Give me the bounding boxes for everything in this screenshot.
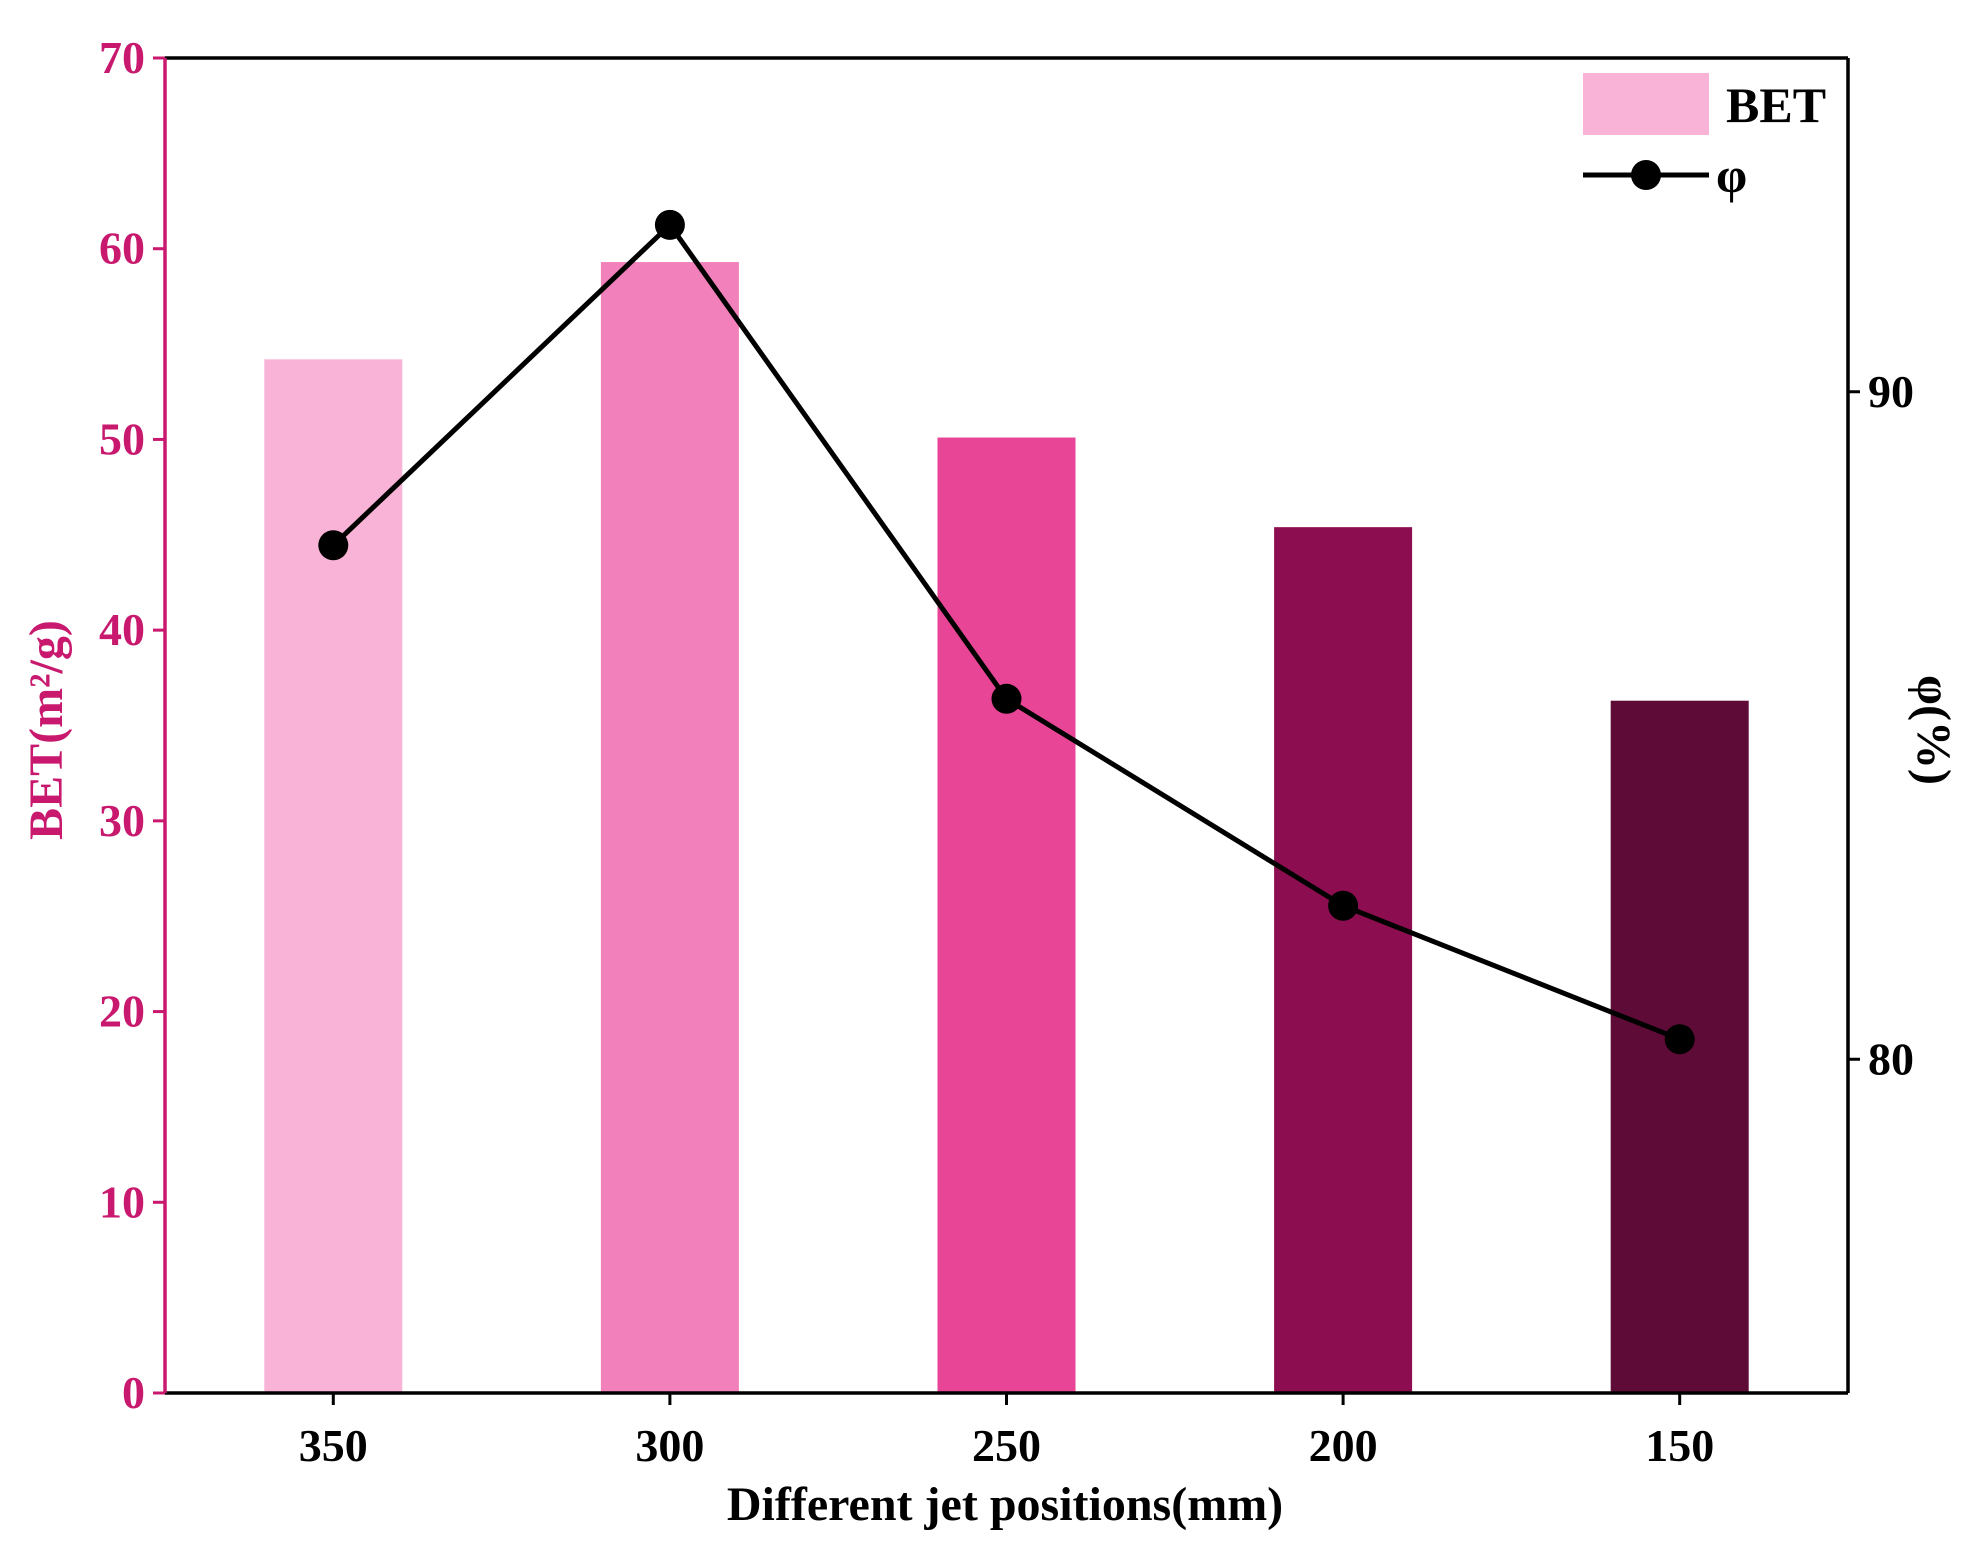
- ticks-group: 0 10 20 30 40 50 60 70 80 90 350 300 250 200 150: [99, 32, 1914, 1471]
- bar-250: [937, 437, 1076, 1393]
- phi-point-150: [1664, 1024, 1695, 1055]
- left-tick-label: 30: [99, 795, 145, 846]
- right-axis-title: φ(%): [1907, 675, 1960, 785]
- x-tick-label: 250: [972, 1420, 1041, 1471]
- x-tick-label: 350: [299, 1420, 368, 1471]
- phi-line-group: [318, 209, 1695, 1055]
- left-axis-title: BET(m²/g): [20, 620, 73, 840]
- bars-group: [264, 262, 1749, 1393]
- right-tick-label: 90: [1868, 366, 1914, 417]
- x-tick-label: 200: [1309, 1420, 1378, 1471]
- legend-bet-label: BET: [1726, 77, 1826, 133]
- legend-bet-swatch: [1583, 73, 1709, 135]
- bar-300: [600, 262, 739, 1393]
- left-tick-label: 20: [99, 986, 145, 1037]
- x-tick-label: 300: [635, 1420, 704, 1471]
- left-tick-label: 50: [99, 413, 145, 464]
- legend-phi-label: φ: [1716, 147, 1747, 203]
- bar-350: [264, 359, 403, 1393]
- phi-point-250: [991, 683, 1022, 714]
- left-tick-label: 10: [99, 1176, 145, 1227]
- x-tick-label: 150: [1645, 1420, 1714, 1471]
- left-tick-label: 70: [99, 32, 145, 83]
- left-tick-label: 0: [122, 1367, 145, 1418]
- right-tick-label: 80: [1868, 1033, 1914, 1084]
- phi-point-350: [318, 530, 349, 561]
- x-axis-title: Different jet positions(mm): [727, 1478, 1283, 1531]
- legend-phi-marker: [1631, 160, 1661, 190]
- left-tick-label: 60: [99, 223, 145, 274]
- legend: BET φ: [1583, 73, 1826, 203]
- phi-point-200: [1328, 890, 1359, 921]
- phi-point-300: [654, 209, 685, 240]
- bar-200: [1274, 527, 1413, 1393]
- left-tick-label: 40: [99, 604, 145, 655]
